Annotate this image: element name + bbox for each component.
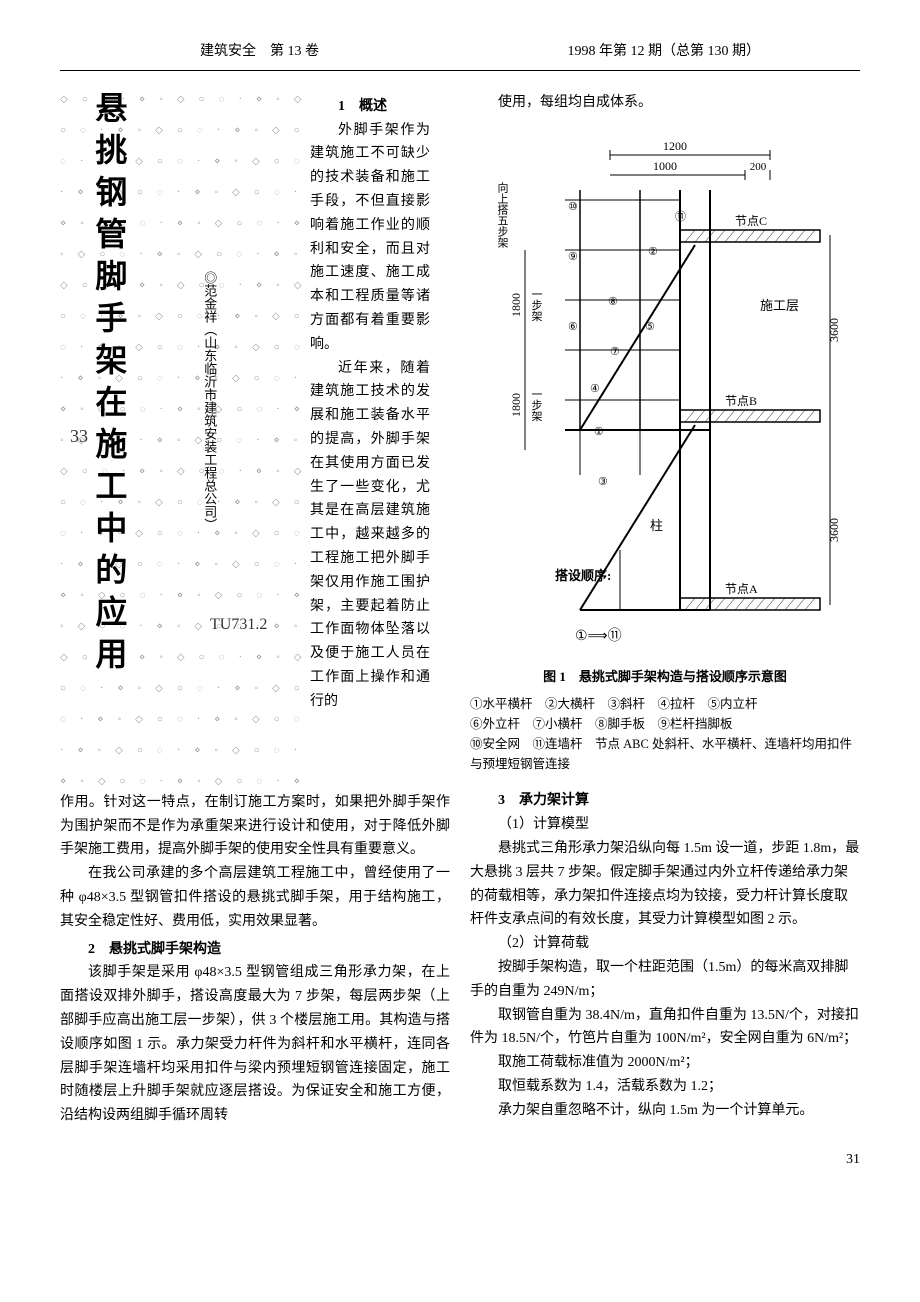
right-intro: 使用，每组均自成体系。 xyxy=(470,91,860,115)
figure1-caption: 图 1 悬挑式脚手架构造与搭设顺序示意图 xyxy=(470,666,860,688)
dim-1800-1: 1800 xyxy=(509,293,523,317)
page-header: 建筑安全 第 13 卷 1998 年第 12 期（总第 130 期） xyxy=(60,40,860,71)
circ-4: ④ xyxy=(590,383,600,395)
para11: 承力架自重忽略不计，纵向 1.5m 为一个计算单元。 xyxy=(470,1099,860,1123)
floor-2 xyxy=(680,410,820,422)
dim-3600-1: 3600 xyxy=(827,318,841,342)
dim-1200: 1200 xyxy=(663,139,687,153)
circ-8: ⑧ xyxy=(608,296,618,308)
left-continued: 作用。针对这一特点，在制订施工方案时，如果把外脚手架作为围护架而不是作为承重架来… xyxy=(60,791,450,1128)
para9: 取施工荷载标准值为 2000N/m²； xyxy=(470,1051,860,1075)
dim-1800-2: 1800 xyxy=(509,393,523,417)
section3-heading: 3 承力架计算 xyxy=(470,789,860,813)
legend-line1: ①水平横杆 ②大横杆 ③斜杆 ④拉杆 ⑤内立杆 xyxy=(470,694,860,714)
figure1-legend: ①水平横杆 ②大横杆 ③斜杆 ④拉杆 ⑤内立杆 ⑥外立杆 ⑦小横杆 ⑧脚手板 ⑨… xyxy=(470,694,860,774)
figure-1: 1200 1000 200 向上搭五步架 1800 一步架 1800 一步架 xyxy=(470,130,860,775)
circ-5: ⑤ xyxy=(645,321,655,333)
circ-7: ⑦ xyxy=(610,346,620,358)
classification-code: TU731.2 xyxy=(210,611,267,638)
page-number: 31 xyxy=(60,1128,860,1172)
label-nodeB: 节点B xyxy=(725,394,757,408)
label-order-arrow: ①⟹⑪ xyxy=(575,628,622,644)
floor-1 xyxy=(680,230,820,242)
label-step1: 一步架 xyxy=(530,288,543,321)
label-nodeC: 节点C xyxy=(735,214,767,228)
dim-200: 200 xyxy=(750,161,767,173)
label-floor: 施工层 xyxy=(760,298,799,313)
intro-para2: 近年来，随着建筑施工技术的发展和施工装备水平的提高，外脚手架在其使用方面已发生了… xyxy=(310,357,430,714)
dim-3600-2: 3600 xyxy=(827,518,841,542)
circ-11: ⑪ xyxy=(675,210,686,223)
title-block: // decorative dots will be generated aft… xyxy=(60,91,310,791)
circ-3: ③ xyxy=(598,476,608,488)
label-step2: 一步架 xyxy=(530,388,543,421)
circ-1: ① xyxy=(594,426,604,438)
para7: 按脚手架构造，取一个柱距范围（1.5m）的每米高双排脚手的自重为 249N/m； xyxy=(470,956,860,1004)
article-title: 悬挑钢管脚手架在施工中的应用 xyxy=(90,91,128,679)
content-area: 33 // decorative dots will be generated … xyxy=(60,91,860,1128)
para4: 在我公司承建的多个高层建筑工程施工中，曾经使用了一种 φ48×3.5 型钢管扣件… xyxy=(60,862,450,933)
article-author: ◎范金祥（山东临沂市建筑安装工程总公司） xyxy=(200,271,218,531)
header-left: 建筑安全 第 13 卷 xyxy=(200,40,319,64)
circ-9: ⑨ xyxy=(568,251,578,263)
label-order: 搭设顺序: xyxy=(555,568,611,583)
label-column: 柱 xyxy=(650,518,663,533)
circ-10: ⑩ xyxy=(568,201,578,213)
circ-2: ② xyxy=(648,246,658,258)
header-right: 1998 年第 12 期（总第 130 期） xyxy=(568,40,761,64)
para8: 取钢管自重为 38.4N/m，直角扣件自重为 13.5N/个，对接扣件为 18.… xyxy=(470,1004,860,1052)
para5: 该脚手架是采用 φ48×3.5 型钢管组成三角形承力架，在上面搭设双排外脚手，搭… xyxy=(60,961,450,1128)
sub1: （1）计算模型 xyxy=(470,813,860,837)
figure-1-svg: 1200 1000 200 向上搭五步架 1800 一步架 1800 一步架 xyxy=(480,130,850,650)
para3: 作用。针对这一特点，在制订施工方案时，如果把外脚手架作为围护架而不是作为承重架来… xyxy=(60,791,450,862)
dim-1000: 1000 xyxy=(653,159,677,173)
label-nodeA: 节点A xyxy=(725,582,758,596)
first-narrow-column: 1 概述 外脚手架作为建筑施工不可缺少的技术装备和施工手段，不但直接影响着施工作… xyxy=(310,91,430,714)
intro-para1: 外脚手架作为建筑施工不可缺少的技术装备和施工手段，不但直接影响着施工作业的顺利和… xyxy=(310,119,430,357)
legend-line3: ⑩安全网 ⑪连墙杆 节点 ABC 处斜杆、水平横杆、连墙杆均用扣件与预埋短钢管连… xyxy=(470,734,860,774)
section1-heading: 1 概述 xyxy=(310,95,430,119)
section2-heading: 2 悬挑式脚手架构造 xyxy=(60,938,450,962)
circ-6: ⑥ xyxy=(568,321,578,333)
sub2: （2）计算荷载 xyxy=(470,932,860,956)
right-column: 使用，每组均自成体系。 1200 1000 200 向上搭五步架 1800 一 xyxy=(470,91,860,1123)
label-up5: 向上搭五步架 xyxy=(496,180,509,247)
para6: 悬挑式三角形承力架沿纵向每 1.5m 设一道，步距 1.8m，最大悬挑 3 层共… xyxy=(470,837,860,932)
floor-3 xyxy=(680,598,820,610)
legend-line2: ⑥外立杆 ⑦小横杆 ⑧脚手板 ⑨栏杆挡脚板 xyxy=(470,714,860,734)
para10: 取恒载系数为 1.4，活载系数为 1.2； xyxy=(470,1075,860,1099)
